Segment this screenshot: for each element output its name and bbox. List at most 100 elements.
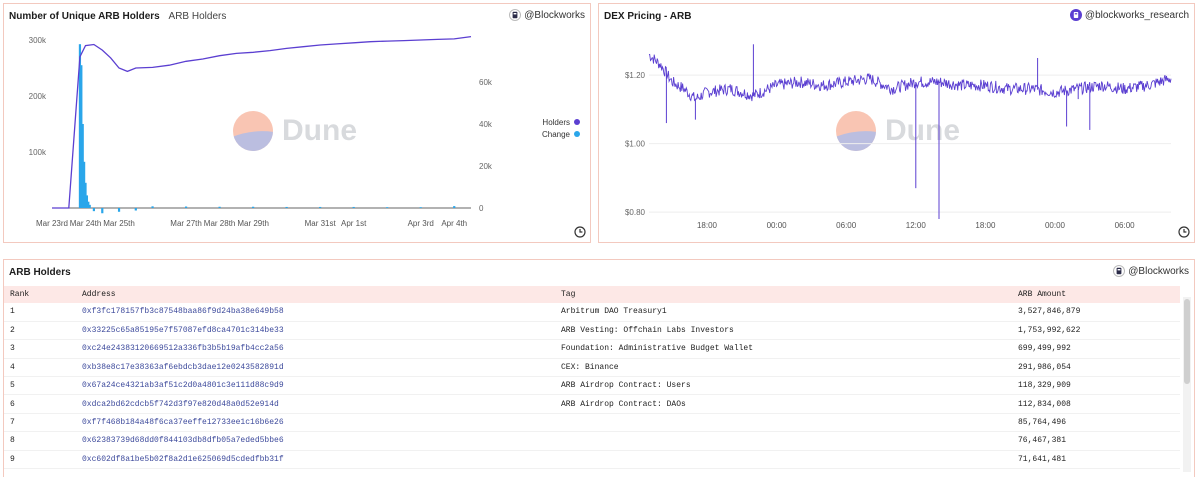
rank-cell: 8 (4, 431, 76, 451)
change-bar (87, 201, 90, 208)
holders-chart-panel: Number of Unique ARB Holders ARB Holders… (3, 3, 591, 243)
amount-cell: 699,499,992 (1012, 339, 1180, 359)
x-tick-label: Mar 27th (170, 219, 202, 228)
table-scrollbar[interactable] (1183, 297, 1191, 472)
column-header-arb-amount[interactable]: ARB Amount (1012, 286, 1180, 303)
change-bar (453, 206, 456, 208)
table-row: 9 0xc602df8a1be5b02f8a2d1e625069d5cdedfb… (4, 450, 1180, 470)
x-tick-label: Mar 28th (204, 219, 236, 228)
tag-cell: Foundation: Administrative Budget Wallet (555, 339, 1012, 359)
x-tick-label: 18:00 (697, 221, 718, 230)
address-link[interactable]: 0x67a24ce4321ab3af51c2d0a4801c3e111d88c9… (76, 376, 555, 396)
rank-cell: 6 (4, 394, 76, 414)
x-tick-label: 00:00 (767, 221, 788, 230)
address-link[interactable]: 0x33225c65a85195e7f57087efd8ca4701c314be… (76, 321, 555, 341)
tag-cell (555, 431, 1012, 451)
address-link[interactable]: 0xf7f468b184a48f6ca37eeffe12733ee1c16b6e… (76, 413, 555, 433)
amount-cell: 112,834,008 (1012, 394, 1180, 414)
rank-cell: 3 (4, 339, 76, 359)
amount-cell: 85,764,496 (1012, 413, 1180, 433)
change-bar (218, 206, 221, 208)
holders-subtitle: ARB Holders (168, 11, 227, 22)
clock-icon[interactable] (1178, 226, 1190, 238)
rank-cell: 7 (4, 413, 76, 433)
address-link[interactable]: 0xc24e24383120669512a336fb3b5b19afb4cc2a… (76, 339, 555, 359)
x-tick-label: Mar 24th (70, 219, 102, 228)
dex-title: DEX Pricing - ARB (604, 11, 692, 22)
x-tick-label: Mar 31st (305, 219, 337, 228)
change-bar (84, 182, 87, 208)
legend-swatch (574, 119, 580, 125)
change-bar (252, 206, 255, 208)
table-row: 6 0xdca2bd62cdcb5f742d3f97e820d48a0d52e9… (4, 394, 1180, 414)
change-bar (419, 207, 422, 208)
tag-cell (555, 450, 1012, 470)
y-tick-label: $1.00 (625, 140, 646, 149)
table-credit[interactable]: @Blockworks (1113, 265, 1189, 277)
change-bar (184, 206, 188, 208)
x-tick-label: Mar 29th (237, 219, 269, 228)
change-bar (101, 208, 104, 214)
address-link[interactable]: 0xdca2bd62cdcb5f742d3f97e820d48a0d52e914… (76, 394, 555, 414)
change-bar (151, 206, 154, 208)
change-bar (88, 204, 91, 208)
blockworks-logo-icon (509, 9, 522, 21)
y-left-tick-label: 200k (29, 92, 47, 101)
address-link[interactable]: 0xc602df8a1be5b02f8a2d1e625069d5cdedfbb3… (76, 450, 555, 470)
clock-icon[interactable] (574, 226, 586, 238)
column-header-address[interactable]: Address (76, 286, 555, 303)
holders-credit[interactable]: @Blockworks (509, 9, 585, 21)
x-tick-label: 12:00 (906, 221, 927, 230)
rank-cell: 9 (4, 450, 76, 470)
legend-label: Holders (542, 118, 570, 127)
blockworks-research-logo-icon (1069, 9, 1082, 21)
table-row: 7 0xf7f468b184a48f6ca37eeffe12733ee1c16b… (4, 413, 1180, 433)
tag-cell: CEX: Binance (555, 358, 1012, 378)
table-credit-label: @Blockworks (1128, 265, 1189, 277)
change-bar (319, 206, 322, 208)
rank-cell: 4 (4, 358, 76, 378)
holders-series-line (52, 35, 472, 209)
change-bar (117, 208, 121, 212)
y-tick-label: $1.20 (625, 71, 646, 80)
address-link[interactable]: 0xf3fc178157fb3c87548baa86f9d24ba38e649b… (76, 303, 555, 322)
tag-cell: Arbitrum DAO Treasury1 (555, 303, 1012, 322)
y-right-tick-label: 20k (479, 162, 493, 171)
table-row: 5 0x67a24ce4321ab3af51c2d0a4801c3e111d88… (4, 376, 1180, 396)
tag-cell: ARB Airdrop Contract: Users (555, 376, 1012, 396)
change-bar (85, 195, 89, 208)
tag-cell: ARB Airdrop Contract: DAOs (555, 394, 1012, 414)
rank-cell: 2 (4, 321, 76, 341)
y-left-tick-label: 100k (29, 148, 47, 157)
change-bar (285, 206, 288, 208)
x-tick-label: 06:00 (836, 221, 857, 230)
column-header-tag[interactable]: Tag (555, 286, 1012, 303)
x-tick-label: Mar 23rd (36, 219, 68, 228)
table-header-row: Rank Address Tag ARB Amount (4, 286, 1180, 303)
y-right-tick-label: 0 (479, 204, 484, 213)
change-bar (78, 44, 82, 209)
address-link[interactable]: 0x62383739d68dd0f844103db8dfb05a7eded5bb… (76, 431, 555, 451)
holders-table-panel: ARB Holders @Blockworks Rank Address Tag… (3, 259, 1195, 477)
dex-credit[interactable]: @blockworks_research (1069, 9, 1189, 21)
address-link[interactable]: 0xb38e8c17e38363af6ebdcb3dae12e024358289… (76, 358, 555, 378)
table-scrollbar-thumb[interactable] (1184, 299, 1190, 384)
holders-credit-label: @Blockworks (524, 9, 585, 21)
dex-credit-label: @blockworks_research (1084, 9, 1189, 21)
change-bar (352, 206, 355, 208)
y-right-tick-label: 40k (479, 120, 493, 129)
legend-label: Change (542, 130, 571, 139)
table-row: 3 0xc24e24383120669512a336fb3b5b19afb4cc… (4, 339, 1180, 359)
table-row: 1 0xf3fc178157fb3c87548baa86f9d24ba38e64… (4, 303, 1180, 322)
table-row: 4 0xb38e8c17e38363af6ebdcb3dae12e0243582… (4, 358, 1180, 378)
holders-table: Rank Address Tag ARB Amount 1 0xf3fc1781… (4, 286, 1180, 470)
amount-cell: 3,527,846,879 (1012, 303, 1180, 322)
table-title: ARB Holders (9, 267, 71, 278)
x-tick-label: Apr 3rd (408, 219, 434, 228)
rank-cell: 5 (4, 376, 76, 396)
x-tick-label: 18:00 (975, 221, 996, 230)
x-tick-label: Mar 25th (103, 219, 135, 228)
tag-cell (555, 413, 1012, 433)
column-header-rank[interactable]: Rank (4, 286, 76, 303)
